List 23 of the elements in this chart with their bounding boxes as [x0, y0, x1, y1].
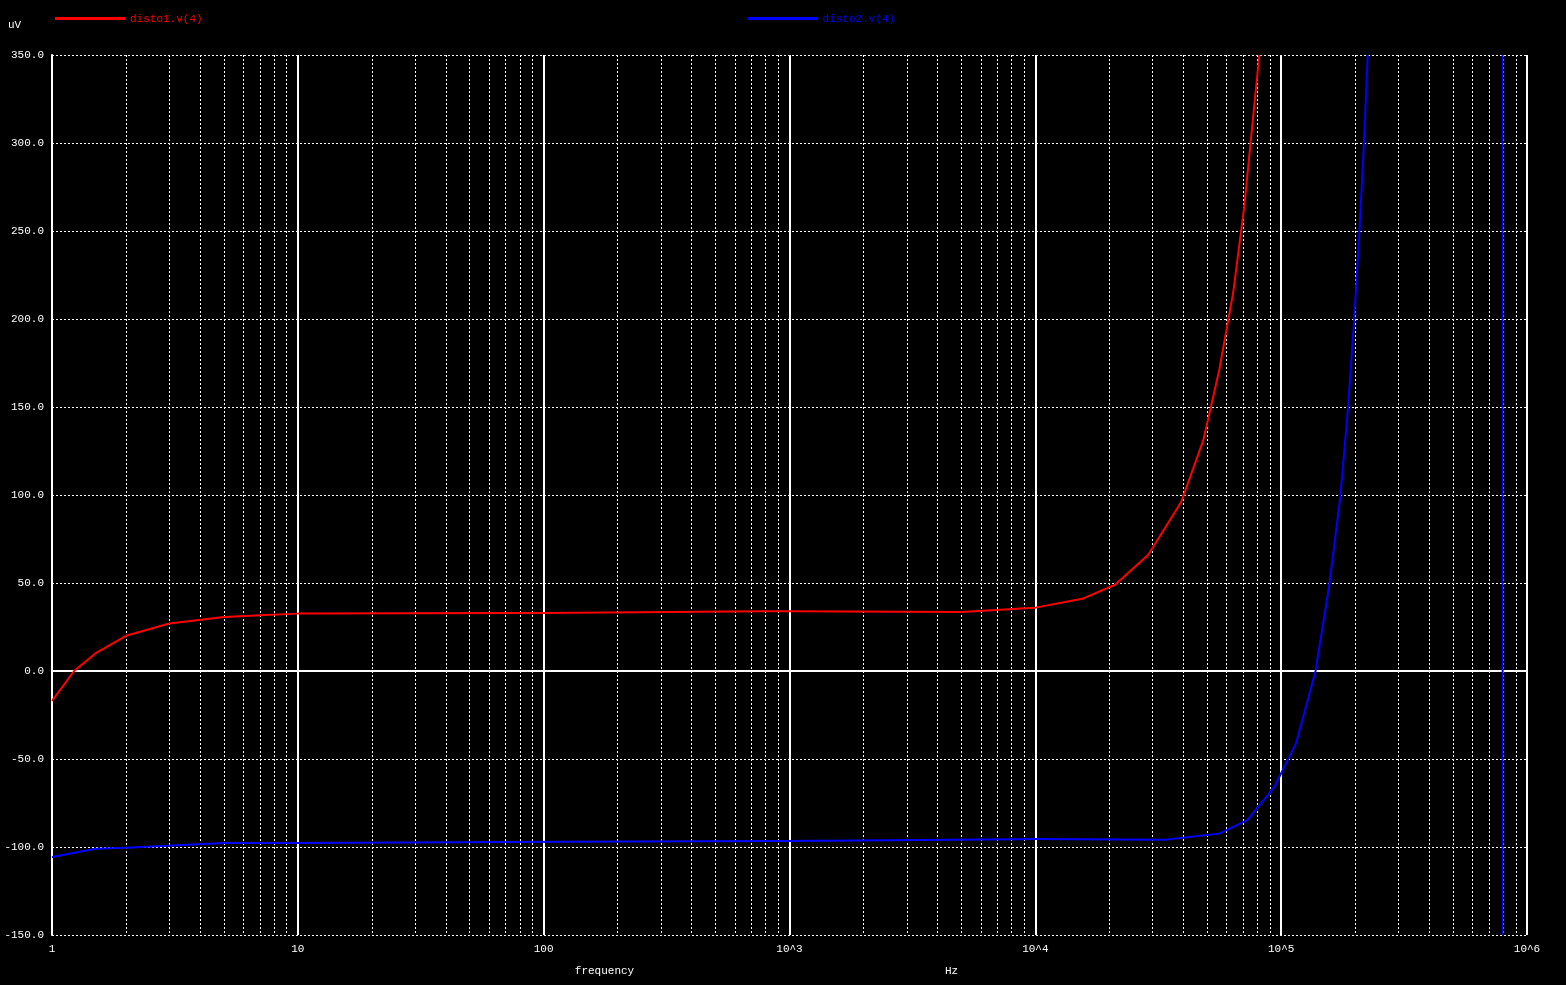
y-tick-label: 150.0 — [10, 401, 44, 413]
x-tick-label: 10^4 — [1022, 942, 1049, 955]
x-tick-label: 1 — [48, 942, 56, 955]
y-tick-label: 200.0 — [10, 313, 44, 325]
y-tick-label: 350.0 — [10, 49, 44, 61]
text: disto2.v(4) — [822, 12, 896, 25]
y-tick-label: 300.0 — [10, 137, 44, 149]
text: disto1.v(4) — [130, 12, 203, 25]
y-tick-label: 250.0 — [10, 225, 44, 237]
x-tick-label: 100 — [533, 942, 554, 955]
x-tick-label: 10^5 — [1267, 942, 1295, 955]
y-tick-label: -50.0 — [10, 753, 44, 765]
x-tick-label: 10 — [291, 942, 305, 955]
y-tick-label: -150.0 — [4, 929, 44, 941]
x-axis-title: frequency — [574, 964, 635, 977]
y-tick-label: 100.0 — [10, 489, 44, 501]
text: Hz — [945, 964, 959, 977]
y-axis-title: uV — [8, 18, 22, 31]
x-tick-label: 10^6 — [1513, 942, 1541, 955]
y-tick-label: -100.0 — [4, 841, 44, 853]
y-tick-label: 0.0 — [24, 665, 44, 677]
y-tick-label: 50.0 — [17, 577, 44, 589]
x-tick-label: 10^3 — [776, 942, 803, 955]
